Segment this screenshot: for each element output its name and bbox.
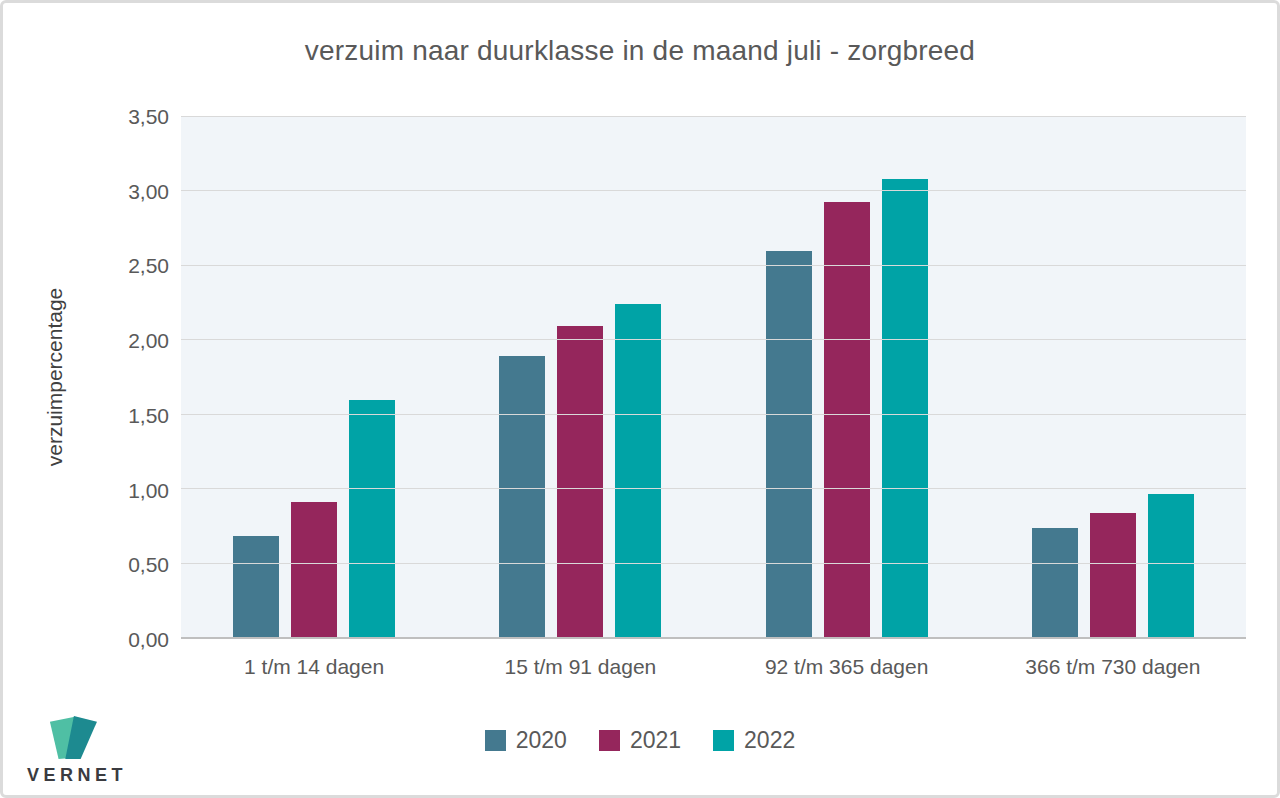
bar-2021-2 — [824, 202, 870, 637]
legend-item-2020: 2020 — [485, 727, 567, 754]
bar-2020-1 — [499, 356, 545, 637]
bar-2022-1 — [615, 304, 661, 637]
gridline — [181, 265, 1246, 266]
bar-2021-1 — [557, 326, 603, 637]
chart-card: verzuim naar duurklasse in de maand juli… — [0, 0, 1280, 798]
chart-title: verzuim naar duurklasse in de maand juli… — [3, 35, 1277, 67]
gridline — [181, 488, 1246, 489]
plot-area — [181, 116, 1246, 639]
bar-group-2 — [766, 116, 928, 637]
legend-label-2021: 2021 — [630, 727, 681, 754]
bar-2022-2 — [882, 179, 928, 637]
gridline — [181, 190, 1246, 191]
x-axis-label-3: 366 t/m 730 dagen — [980, 655, 1246, 679]
vernet-logo-text: VERNET — [27, 765, 147, 786]
bar-group-3 — [1032, 116, 1194, 637]
gridline — [181, 414, 1246, 415]
legend-label-2020: 2020 — [516, 727, 567, 754]
vernet-logo-icon — [43, 713, 101, 761]
y-tick-label: 1,50 — [128, 404, 169, 425]
bar-2022-0 — [349, 400, 395, 637]
legend-swatch-2022 — [713, 730, 734, 751]
gridline — [181, 563, 1246, 564]
bar-group-0 — [233, 116, 395, 637]
bar-2020-0 — [233, 536, 279, 637]
bar-2020-3 — [1032, 528, 1078, 637]
x-axis-label-2: 92 t/m 365 dagen — [714, 655, 980, 679]
bar-group-1 — [499, 116, 661, 637]
legend-label-2022: 2022 — [744, 727, 795, 754]
x-axis-label-0: 1 t/m 14 dagen — [181, 655, 447, 679]
legend-swatch-2020 — [485, 730, 506, 751]
legend-swatch-2021 — [599, 730, 620, 751]
legend: 2020 2021 2022 — [3, 727, 1277, 754]
x-axis-labels: 1 t/m 14 dagen15 t/m 91 dagen92 t/m 365 … — [181, 655, 1246, 679]
y-axis-title: verzuimpercentage — [43, 288, 67, 467]
y-axis-ticks: 0,000,501,001,502,002,503,003,50 — [83, 116, 169, 639]
y-tick-label: 3,50 — [128, 106, 169, 127]
legend-item-2022: 2022 — [713, 727, 795, 754]
gridline — [181, 339, 1246, 340]
y-tick-label: 1,00 — [128, 479, 169, 500]
bar-2021-0 — [291, 502, 337, 637]
y-tick-label: 0,50 — [128, 554, 169, 575]
y-tick-label: 2,00 — [128, 330, 169, 351]
y-tick-label: 0,00 — [128, 629, 169, 650]
bar-2022-3 — [1148, 494, 1194, 637]
y-tick-label: 3,00 — [128, 180, 169, 201]
x-axis-label-1: 15 t/m 91 dagen — [447, 655, 713, 679]
bar-2021-3 — [1090, 513, 1136, 637]
y-tick-label: 2,50 — [128, 255, 169, 276]
legend-item-2021: 2021 — [599, 727, 681, 754]
bar-groups — [181, 116, 1246, 637]
gridline — [181, 116, 1246, 117]
vernet-logo: VERNET — [27, 713, 147, 786]
bar-2020-2 — [766, 251, 812, 637]
